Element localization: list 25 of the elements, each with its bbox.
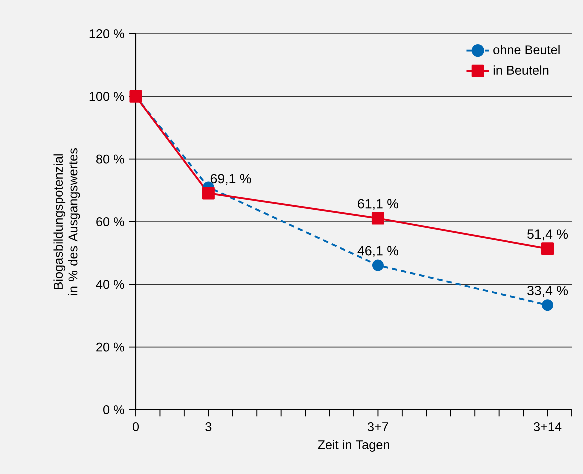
legend-label: in Beuteln bbox=[494, 66, 549, 75]
data-label: 51,4 % bbox=[528, 230, 568, 241]
point bbox=[542, 242, 554, 256]
point bbox=[372, 260, 384, 272]
y-tick-label: 80 % bbox=[96, 154, 124, 164]
x-tick-label: 0 bbox=[132, 422, 140, 432]
y-tick-label: 60 % bbox=[96, 218, 124, 226]
legend-label: ohne Beutel bbox=[494, 45, 560, 55]
y-tick-label: 40 % bbox=[96, 280, 124, 290]
x-tick-label: 3+14 bbox=[534, 422, 562, 432]
y-tick-label: 100 % bbox=[90, 92, 124, 102]
data-label: 33,4 % bbox=[528, 286, 568, 298]
y-tick-label: 20 % bbox=[96, 342, 124, 352]
point bbox=[202, 187, 215, 200]
x-axis-title: Zeit in Tagen bbox=[318, 440, 390, 452]
x-tick-label: 3 bbox=[206, 422, 212, 432]
y-tick-label: 0 % bbox=[104, 406, 124, 414]
point bbox=[542, 300, 554, 312]
data-label: 69,1 % bbox=[210, 174, 252, 186]
data-label: 46,1 % bbox=[358, 246, 398, 258]
point bbox=[372, 212, 384, 225]
x-tick-label: 3+7 bbox=[368, 422, 388, 432]
data-label: 61,1 % bbox=[358, 199, 398, 210]
y-tick-label: 120 % bbox=[90, 30, 124, 38]
y-axis-title: Biogasbildungspotenzial in % des Ausgangswertes bbox=[54, 148, 80, 296]
